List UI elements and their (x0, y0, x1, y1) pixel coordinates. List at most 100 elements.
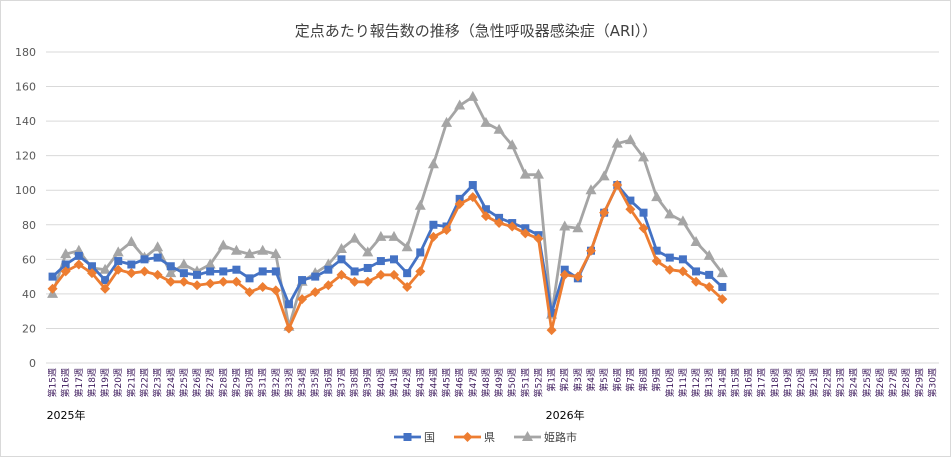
legend-label: 県 (484, 431, 495, 444)
data-point-県 (60, 266, 71, 277)
data-point-姫路市 (388, 230, 400, 241)
data-point-国 (127, 260, 136, 269)
data-point-国 (429, 220, 438, 229)
data-point-国 (560, 265, 569, 274)
data-point-国 (193, 270, 202, 279)
y-tick-label: 60 (22, 253, 36, 266)
x-tick-label: 第49週 (493, 368, 505, 397)
x-tick-label: 第43週 (414, 368, 426, 397)
data-point-県 (244, 287, 255, 298)
x-tick-label: 第25週 (861, 368, 873, 397)
x-tick-label: 第4週 (585, 368, 597, 392)
data-point-姫路市 (244, 248, 256, 259)
y-tick-label: 80 (22, 219, 36, 232)
y-tick-label: 40 (22, 288, 36, 301)
data-point-県 (664, 264, 675, 275)
x-tick-label: 第17週 (73, 368, 85, 397)
data-point-国 (363, 263, 372, 272)
data-point-国 (692, 267, 701, 276)
data-point-県 (612, 180, 623, 191)
data-point-姫路市 (204, 258, 216, 269)
y-tick-label: 0 (29, 357, 36, 370)
data-point-県 (599, 207, 610, 218)
data-point-県 (257, 281, 268, 292)
data-point-国 (166, 262, 175, 271)
x-tick-label: 第12週 (690, 368, 702, 397)
x-tick-label: 第22週 (138, 368, 150, 397)
data-point-姫路市 (611, 137, 623, 148)
x-tick-label: 第51週 (519, 368, 531, 397)
data-point-姫路市 (506, 139, 518, 150)
x-tick-label: 第3週 (572, 368, 584, 392)
data-point-県 (546, 325, 557, 336)
legend-label: 国 (424, 431, 435, 444)
x-tick-label: 第19週 (99, 368, 111, 397)
data-point-県 (126, 268, 137, 279)
data-point-国 (481, 205, 490, 214)
data-point-県 (717, 294, 728, 305)
x-tick-label: 第34週 (296, 368, 308, 397)
y-tick-label: 100 (15, 184, 36, 197)
data-point-国 (390, 255, 399, 264)
data-point-県 (572, 271, 583, 282)
x-tick-label: 第15週 (47, 368, 59, 397)
data-point-県 (231, 276, 242, 287)
x-tick-label: 第47週 (467, 368, 479, 397)
series-国 (48, 181, 727, 317)
data-point-県 (389, 269, 400, 280)
x-tick-label: 第41週 (388, 368, 400, 397)
x-tick-label: 第33週 (283, 368, 295, 397)
x-tick-label: 第27週 (887, 368, 899, 397)
data-point-国 (74, 251, 83, 260)
x-tick-label: 第1週 (546, 368, 558, 392)
data-point-姫路市 (519, 168, 531, 179)
legend-item-国: 国 (394, 431, 435, 444)
data-point-国 (403, 269, 412, 278)
data-point-姫路市 (414, 199, 426, 210)
data-point-国 (101, 276, 110, 285)
series-line-姫路市 (51, 95, 724, 329)
data-point-姫路市 (638, 151, 650, 162)
data-point-国 (206, 267, 215, 276)
data-point-姫路市 (335, 242, 347, 253)
data-point-国 (416, 248, 425, 257)
data-point-姫路市 (677, 215, 689, 226)
data-point-国 (271, 267, 280, 276)
data-point-国 (284, 300, 293, 309)
data-point-国 (232, 265, 241, 274)
data-point-県 (100, 283, 111, 294)
x-tick-label: 第20週 (112, 368, 124, 397)
data-point-国 (153, 253, 162, 262)
data-point-姫路市 (572, 222, 584, 233)
data-point-国 (350, 267, 359, 276)
x-tick-label: 第42週 (401, 368, 413, 397)
data-point-国 (114, 257, 123, 266)
y-tick-label: 140 (15, 115, 36, 128)
x-tick-label: 第39週 (362, 368, 374, 397)
x-tick-label: 第23週 (835, 368, 847, 397)
x-tick-label: 第11週 (677, 368, 689, 397)
data-point-県 (467, 192, 478, 203)
data-point-姫路市 (441, 116, 453, 127)
data-point-姫路市 (401, 241, 413, 252)
data-point-県 (559, 269, 570, 280)
data-point-国 (652, 246, 661, 255)
y-tick-label: 180 (15, 46, 36, 59)
x-tick-label: 第2週 (559, 368, 571, 392)
x-tick-label: 第48週 (480, 368, 492, 397)
data-point-国 (48, 272, 57, 281)
data-point-国 (403, 433, 412, 441)
data-point-県 (336, 269, 347, 280)
data-point-県 (625, 204, 636, 215)
data-point-県 (192, 280, 203, 291)
data-point-国 (311, 272, 320, 281)
data-point-姫路市 (532, 168, 544, 179)
data-point-国 (705, 270, 714, 279)
x-tick-label: 第50週 (506, 368, 518, 397)
x-tick-label: 第17週 (756, 368, 768, 397)
data-point-県 (323, 280, 334, 291)
data-point-姫路市 (651, 191, 663, 202)
data-point-県 (205, 278, 216, 289)
data-point-姫路市 (178, 258, 190, 269)
x-tick-label: 第46週 (454, 368, 466, 397)
